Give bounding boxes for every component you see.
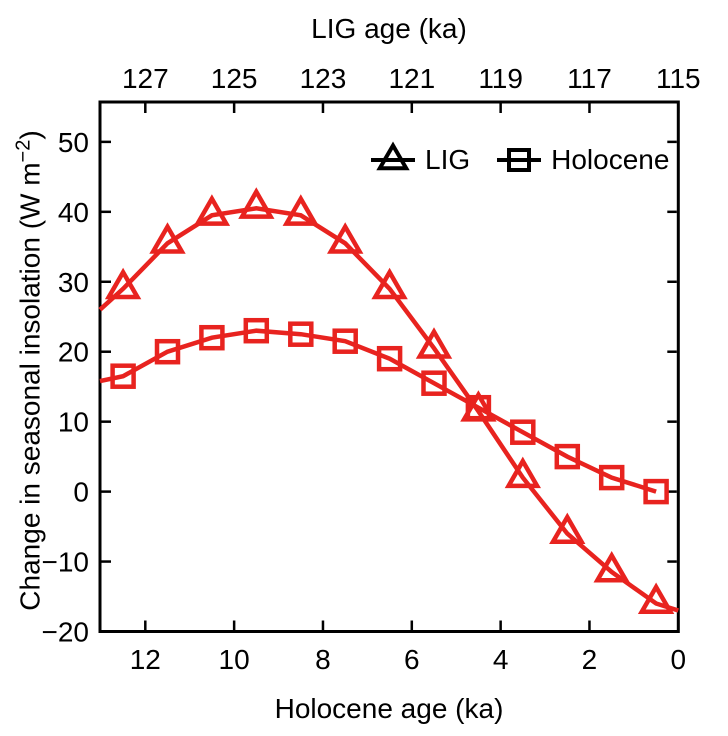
data-point-square-holocene	[288, 321, 314, 347]
left-tick-label: 50	[58, 127, 89, 158]
data-point-triangle-lig	[104, 267, 142, 300]
chart-legend: LIG Holocene	[370, 141, 669, 179]
bottom-tick-label: 8	[315, 644, 331, 675]
square-marker-icon	[497, 148, 542, 172]
top-tick-label: 115	[656, 63, 701, 94]
bottom-tick-label: 0	[671, 644, 687, 675]
data-point-triangle-lig	[593, 550, 630, 583]
y-axis-title: Change in seasonal insolation (W m−2)	[9, 91, 46, 651]
top-tick-label: 119	[478, 63, 523, 94]
left-tick-label: 40	[58, 197, 89, 228]
data-point-triangle-lig	[282, 194, 319, 226]
top-tick-label: 125	[211, 63, 258, 94]
data-point-square-holocene	[598, 464, 625, 491]
y-axis-title-main: Change in seasonal insolation (W m	[14, 162, 46, 611]
data-point-square-holocene	[510, 419, 536, 445]
y-axis-title-close: )	[14, 130, 46, 140]
series-line-lig	[98, 206, 679, 613]
bottom-tick-label: 2	[582, 644, 598, 675]
left-tick-label: 0	[73, 477, 89, 508]
top-tick-label: 127	[122, 63, 169, 94]
data-point-triangle-lig	[238, 187, 275, 219]
data-point-triangle-lig	[549, 512, 586, 545]
data-point-triangle-lig	[637, 582, 675, 615]
bottom-axis-title: Holocene age (ka)	[274, 693, 504, 724]
legend-item-holocene: Holocene	[496, 141, 669, 179]
data-point-square-holocene	[465, 394, 492, 421]
data-point-square-holocene	[243, 317, 270, 344]
left-tick-label: −10	[42, 547, 90, 578]
data-point-triangle-lig	[371, 267, 408, 300]
data-point-square-holocene	[154, 338, 181, 365]
legend-item-lig: LIG	[370, 141, 470, 179]
left-tick-label: −20	[42, 617, 90, 648]
top-axis-title: LIG age (ka)	[311, 13, 467, 44]
triangle-marker-icon	[371, 141, 415, 171]
data-point-square-holocene	[110, 363, 136, 389]
left-tick-label: 20	[58, 337, 89, 368]
legend-label-lig: LIG	[425, 144, 471, 175]
bottom-tick-label: 4	[493, 644, 509, 675]
top-tick-label: 121	[388, 63, 435, 94]
data-point-triangle-lig	[193, 194, 231, 226]
legend-label-holocene: Holocene	[551, 144, 670, 175]
bottom-tick-label: 10	[219, 644, 250, 675]
top-tick-label: 117	[567, 63, 612, 94]
data-point-square-holocene	[554, 443, 581, 470]
data-point-square-holocene	[643, 478, 669, 505]
data-point-triangle-lig	[326, 222, 364, 254]
data-point-square-holocene	[332, 328, 358, 354]
bottom-tick-label: 12	[130, 644, 161, 675]
top-tick-label: 123	[300, 63, 347, 94]
series-line-holocene	[99, 328, 657, 494]
data-point-square-holocene	[199, 324, 225, 351]
data-point-triangle-lig	[149, 222, 186, 254]
plot-frame	[98, 100, 680, 633]
data-point-triangle-lig	[504, 456, 541, 489]
data-point-square-holocene	[421, 370, 447, 396]
left-tick-label: 30	[58, 267, 89, 298]
y-axis-title-superscript: −2	[12, 139, 35, 163]
bottom-tick-label: 6	[404, 644, 420, 675]
data-point-square-holocene	[376, 345, 403, 372]
left-tick-label: 10	[58, 407, 89, 438]
data-point-triangle-lig	[415, 327, 453, 359]
